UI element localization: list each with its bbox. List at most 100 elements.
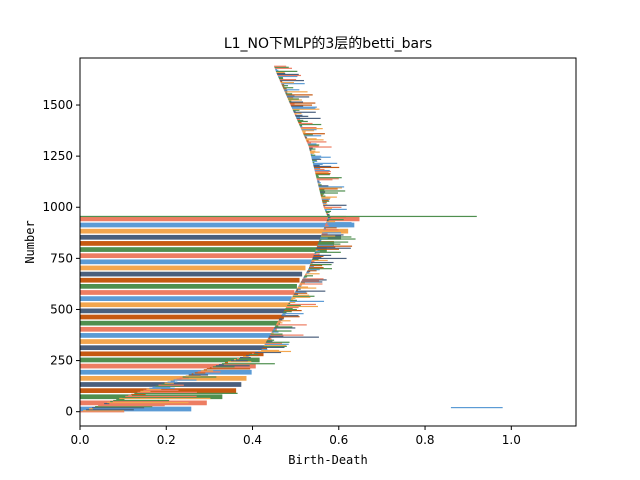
bar (273, 329, 275, 331)
bar (299, 123, 322, 126)
bar (321, 196, 337, 198)
bar (317, 244, 334, 246)
bar (311, 259, 328, 262)
bar (310, 262, 313, 265)
bar (288, 100, 292, 102)
bar (303, 277, 306, 279)
bar (277, 74, 302, 77)
bar (307, 143, 317, 145)
bar (283, 312, 286, 314)
bar (317, 182, 321, 184)
bar (110, 400, 113, 403)
bar (125, 395, 197, 398)
bar (316, 178, 339, 180)
bar (80, 314, 284, 320)
bar (80, 234, 342, 240)
bar (80, 253, 320, 259)
bar (326, 212, 329, 215)
x-tick-label: 0.4 (243, 433, 262, 447)
bar (308, 144, 320, 146)
y-tick-label: 250 (50, 354, 73, 368)
bar (230, 360, 248, 362)
bar (309, 266, 314, 268)
bar (275, 325, 279, 327)
bar (149, 387, 175, 389)
bar (324, 207, 333, 209)
bar (221, 363, 275, 365)
bar (173, 379, 197, 381)
y-tick-label: 500 (50, 302, 73, 316)
bar (137, 391, 197, 393)
bar (307, 270, 317, 272)
bar (80, 277, 300, 283)
bar (80, 326, 277, 332)
bar (264, 343, 289, 345)
bar (80, 247, 327, 252)
bar (179, 377, 189, 379)
bar (319, 238, 356, 240)
bar (317, 181, 320, 183)
bar (322, 203, 328, 205)
bar (304, 135, 322, 137)
bar (314, 167, 321, 170)
bar (318, 186, 345, 188)
bar (306, 140, 309, 142)
bar (276, 71, 285, 73)
bar (80, 296, 292, 301)
bar (131, 393, 146, 395)
bar (300, 282, 305, 284)
bar (324, 208, 347, 210)
bar (285, 307, 293, 310)
bar (261, 348, 268, 351)
bar (281, 314, 286, 316)
bar (316, 177, 342, 179)
bar (161, 383, 170, 385)
bar (122, 396, 140, 399)
bar (318, 187, 343, 189)
bar (313, 163, 323, 165)
bar (311, 158, 322, 160)
bar (315, 249, 318, 251)
bar (80, 375, 247, 381)
bar (320, 192, 338, 194)
bar (262, 346, 285, 348)
bar (319, 188, 338, 190)
bar (92, 407, 145, 409)
bar (321, 233, 328, 235)
bar (308, 145, 319, 147)
bar (305, 139, 324, 141)
bar (80, 265, 306, 271)
bar (323, 206, 342, 208)
bar (128, 394, 132, 397)
bar (299, 124, 303, 127)
bar (450, 407, 503, 409)
bar (310, 263, 332, 266)
bar (326, 213, 330, 216)
x-tick-label: 0.8 (415, 433, 434, 447)
bar (312, 162, 338, 164)
bar (319, 239, 322, 241)
bar (288, 302, 291, 305)
bar (305, 274, 307, 276)
bar (322, 231, 325, 233)
bar (311, 157, 320, 159)
bar (321, 199, 329, 201)
bar (116, 398, 125, 401)
bar (215, 365, 250, 367)
bar (287, 303, 316, 306)
bar (273, 328, 276, 330)
bar (83, 410, 125, 412)
bar (325, 223, 328, 225)
bar (321, 198, 330, 200)
bar (200, 370, 214, 372)
bar (322, 201, 327, 203)
bar (212, 366, 235, 368)
bar (299, 283, 323, 285)
bar (270, 333, 283, 335)
bar (318, 242, 335, 244)
bar (315, 248, 340, 250)
bar (274, 65, 287, 67)
bar (319, 189, 325, 191)
bar (80, 228, 349, 234)
